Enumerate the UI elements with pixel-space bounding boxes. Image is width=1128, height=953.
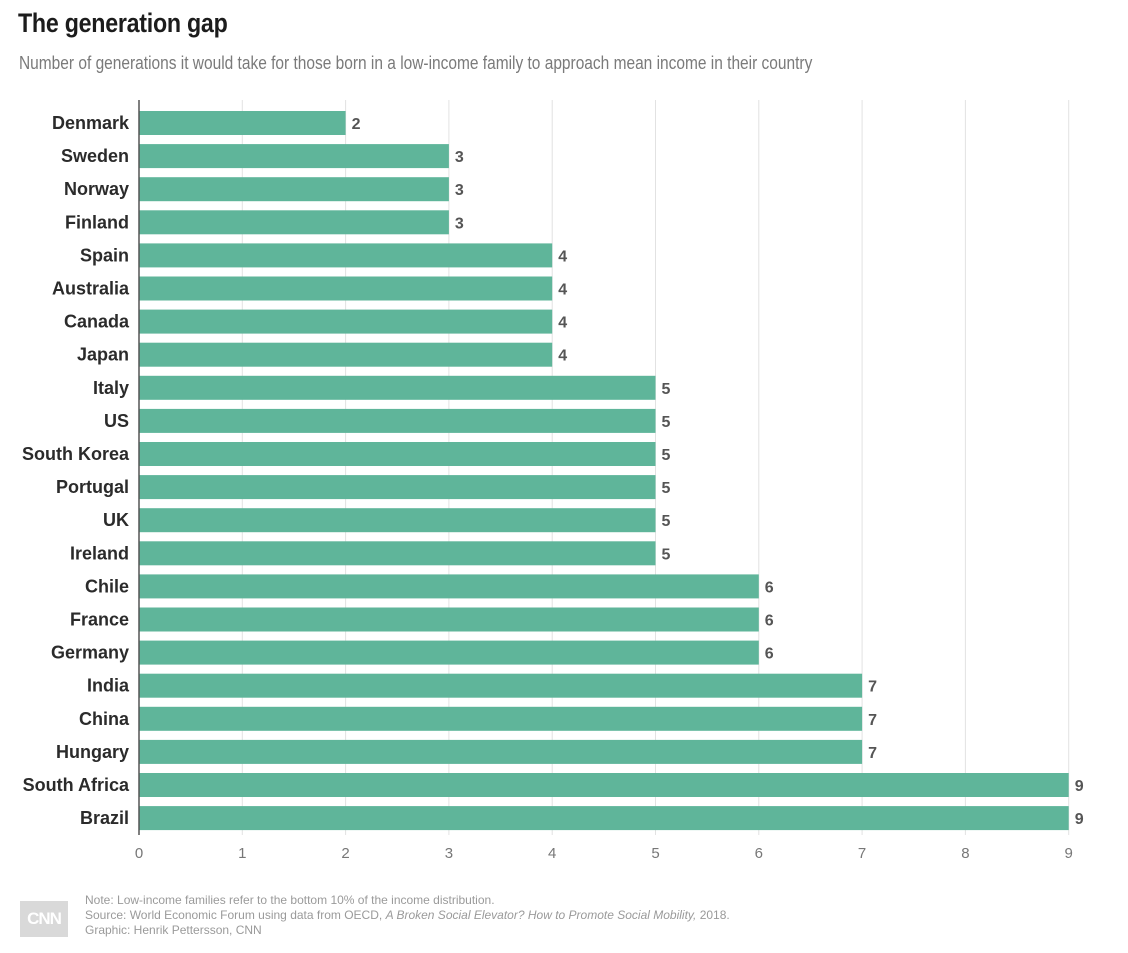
cnn-logo: CNN <box>20 901 68 937</box>
bar <box>139 243 553 268</box>
x-tick-label: 9 <box>1065 845 1073 862</box>
category-label: Italy <box>93 378 129 398</box>
category-label: Norway <box>64 179 129 199</box>
x-tick-label: 8 <box>961 845 969 862</box>
value-label: 5 <box>662 447 671 464</box>
value-label: 4 <box>558 348 567 365</box>
bar <box>139 144 449 169</box>
category-label: Portugal <box>56 477 129 497</box>
value-label: 5 <box>662 381 671 398</box>
x-tick-label: 0 <box>135 845 143 862</box>
chart-subtitle: Number of generations it would take for … <box>19 53 813 73</box>
value-label: 5 <box>662 513 671 530</box>
category-label: China <box>79 709 130 729</box>
bar <box>139 508 656 533</box>
x-tick-label: 5 <box>651 845 659 862</box>
category-label: Ireland <box>70 543 129 563</box>
x-tick-label: 6 <box>755 845 763 862</box>
bar-chart: 0 1 2 3 4 5 6 7 8 9 Denmark 2 Sweden 3 Norway 3 Finland 3… <box>22 100 1084 862</box>
bar <box>139 210 449 235</box>
value-label: 9 <box>1075 811 1084 828</box>
value-label: 5 <box>662 414 671 431</box>
bar <box>139 673 863 698</box>
bar <box>139 342 553 367</box>
x-tick-label: 7 <box>858 845 866 862</box>
bar <box>139 541 656 566</box>
category-label: South Africa <box>23 775 130 795</box>
category-label: Brazil <box>80 808 129 828</box>
bar <box>139 574 759 599</box>
category-label: Chile <box>85 576 129 596</box>
bar <box>139 739 863 764</box>
value-label: 6 <box>765 646 774 663</box>
value-label: 2 <box>352 116 361 133</box>
x-tick-label: 4 <box>548 845 556 862</box>
category-label: Denmark <box>52 113 130 133</box>
bar <box>139 276 553 301</box>
bar <box>139 442 656 466</box>
category-label: UK <box>103 510 129 530</box>
value-label: 7 <box>868 712 877 729</box>
source-prefix: Source: World Economic Forum using data … <box>85 908 386 922</box>
bar <box>139 375 656 400</box>
value-label: 5 <box>662 480 671 497</box>
x-tick-label: 2 <box>341 845 349 862</box>
value-label: 4 <box>558 315 567 332</box>
bar <box>139 111 346 135</box>
bar <box>139 475 656 500</box>
x-tick-label: 3 <box>445 845 453 862</box>
category-label: Sweden <box>61 146 129 166</box>
value-label: 7 <box>868 679 877 696</box>
footer: CNN Note: Low-income families refer to t… <box>20 893 1020 949</box>
category-label: Hungary <box>56 742 129 762</box>
value-label: 3 <box>455 182 464 199</box>
value-label: 9 <box>1075 778 1084 795</box>
value-label: 6 <box>765 579 774 596</box>
value-label: 5 <box>662 546 671 563</box>
value-label: 3 <box>455 215 464 232</box>
bar <box>139 806 1069 831</box>
bar <box>139 640 759 665</box>
note-text: Note: Low-income families refer to the b… <box>85 893 495 907</box>
category-label: Finland <box>65 212 129 232</box>
category-label: Germany <box>51 643 129 663</box>
bar <box>139 773 1069 797</box>
chart-title: The generation gap <box>18 8 228 38</box>
value-label: 4 <box>558 282 567 299</box>
category-label: Japan <box>77 345 129 365</box>
value-label: 4 <box>558 248 567 265</box>
category-label: India <box>87 676 130 696</box>
x-tick-label: 1 <box>238 845 246 862</box>
source-suffix: 2018. <box>696 908 730 922</box>
category-label: France <box>70 610 129 630</box>
graphic-credit: Graphic: Henrik Pettersson, CNN <box>85 923 262 937</box>
bar <box>139 408 656 433</box>
value-label: 7 <box>868 745 877 762</box>
category-label: Spain <box>80 245 129 265</box>
footer-notes: Note: Low-income families refer to the b… <box>85 893 730 938</box>
bars <box>139 111 1069 831</box>
labels: 0 1 2 3 4 5 6 7 8 9 Denmark 2 Sweden 3 Norway 3 Finland 3… <box>22 113 1084 862</box>
bar <box>139 177 449 202</box>
bar <box>139 607 759 632</box>
bar <box>139 706 863 731</box>
category-label: Canada <box>64 312 130 332</box>
bar <box>139 309 553 334</box>
category-label: South Korea <box>22 444 130 464</box>
value-label: 3 <box>455 149 464 166</box>
category-label: US <box>104 411 129 431</box>
value-label: 6 <box>765 613 774 630</box>
source-text: Source: World Economic Forum using data … <box>85 908 730 923</box>
source-title: A Broken Social Elevator? How to Promote… <box>385 908 697 922</box>
category-label: Australia <box>52 279 130 299</box>
